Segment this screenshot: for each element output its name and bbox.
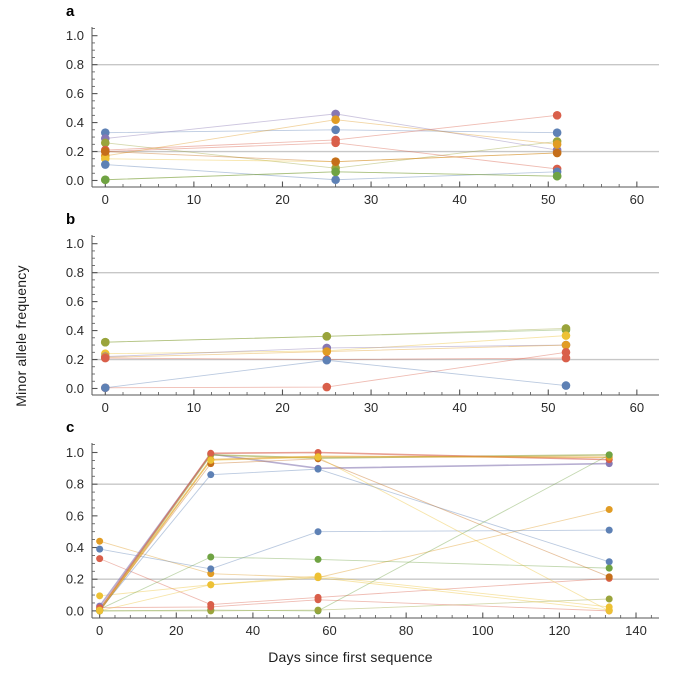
svg-text:0.2: 0.2 <box>66 572 84 587</box>
svg-text:0.0: 0.0 <box>66 603 84 618</box>
svg-text:0: 0 <box>102 192 109 207</box>
svg-text:100: 100 <box>472 623 494 638</box>
panel-a-letter: a <box>66 3 75 20</box>
panel-c: c 0.0 0.2 0.4 0.6 0.8 1.0 0 20 40 60 80 100 120 140 <box>28 420 675 643</box>
svg-text:0.6: 0.6 <box>66 508 84 523</box>
svg-text:40: 40 <box>452 400 466 415</box>
svg-text:0.8: 0.8 <box>66 265 84 280</box>
svg-text:60: 60 <box>630 400 644 415</box>
y-axis-label: Minor allele frequency <box>13 265 29 407</box>
panel-b-plot: 0.0 0.2 0.4 0.6 0.8 1.0 0 10 20 30 40 50 60 <box>66 235 659 415</box>
svg-text:20: 20 <box>169 623 183 638</box>
x-axis-label: Days since first sequence <box>268 649 433 665</box>
panels-container: a 0.0 0.2 0.4 0.6 0.8 1.0 0 10 20 30 40 50 60 b 0.0 0… <box>28 0 675 643</box>
svg-text:140: 140 <box>625 623 647 638</box>
svg-text:20: 20 <box>275 192 289 207</box>
svg-text:120: 120 <box>549 623 571 638</box>
svg-text:1.0: 1.0 <box>66 236 84 251</box>
svg-text:10: 10 <box>187 192 201 207</box>
svg-text:0.8: 0.8 <box>66 477 84 492</box>
svg-text:0: 0 <box>96 623 103 638</box>
svg-text:60: 60 <box>630 192 644 207</box>
svg-text:0.4: 0.4 <box>66 115 84 130</box>
svg-text:50: 50 <box>541 192 555 207</box>
svg-text:30: 30 <box>364 192 378 207</box>
svg-text:80: 80 <box>399 623 413 638</box>
panel-b-letter: b <box>66 211 76 228</box>
svg-text:0.2: 0.2 <box>66 352 84 367</box>
svg-text:20: 20 <box>275 400 289 415</box>
panel-c-letter: c <box>66 419 75 436</box>
panel-c-plot: 0.0 0.2 0.4 0.6 0.8 1.0 0 20 40 60 80 100 120 140 <box>66 443 659 638</box>
panel-a: a 0.0 0.2 0.4 0.6 0.8 1.0 0 10 20 30 40 50 60 <box>28 4 675 212</box>
svg-text:40: 40 <box>452 192 466 207</box>
panel-a-plot: 0.0 0.2 0.4 0.6 0.8 1.0 0 10 20 30 40 50 60 <box>66 27 659 207</box>
svg-text:0.0: 0.0 <box>66 381 84 396</box>
svg-text:40: 40 <box>246 623 260 638</box>
svg-text:0.0: 0.0 <box>66 173 84 188</box>
svg-text:0.2: 0.2 <box>66 144 84 159</box>
svg-text:0.4: 0.4 <box>66 540 84 555</box>
svg-text:60: 60 <box>322 623 336 638</box>
svg-text:1.0: 1.0 <box>66 28 84 43</box>
svg-text:30: 30 <box>364 400 378 415</box>
svg-text:1.0: 1.0 <box>66 445 84 460</box>
svg-text:0.6: 0.6 <box>66 294 84 309</box>
svg-text:0.4: 0.4 <box>66 323 84 338</box>
svg-text:10: 10 <box>187 400 201 415</box>
svg-text:0: 0 <box>102 400 109 415</box>
svg-text:50: 50 <box>541 400 555 415</box>
svg-text:0.8: 0.8 <box>66 57 84 72</box>
panel-b: b 0.0 0.2 0.4 0.6 0.8 1.0 0 10 20 30 40 50 60 <box>28 212 675 420</box>
svg-text:0.6: 0.6 <box>66 86 84 101</box>
